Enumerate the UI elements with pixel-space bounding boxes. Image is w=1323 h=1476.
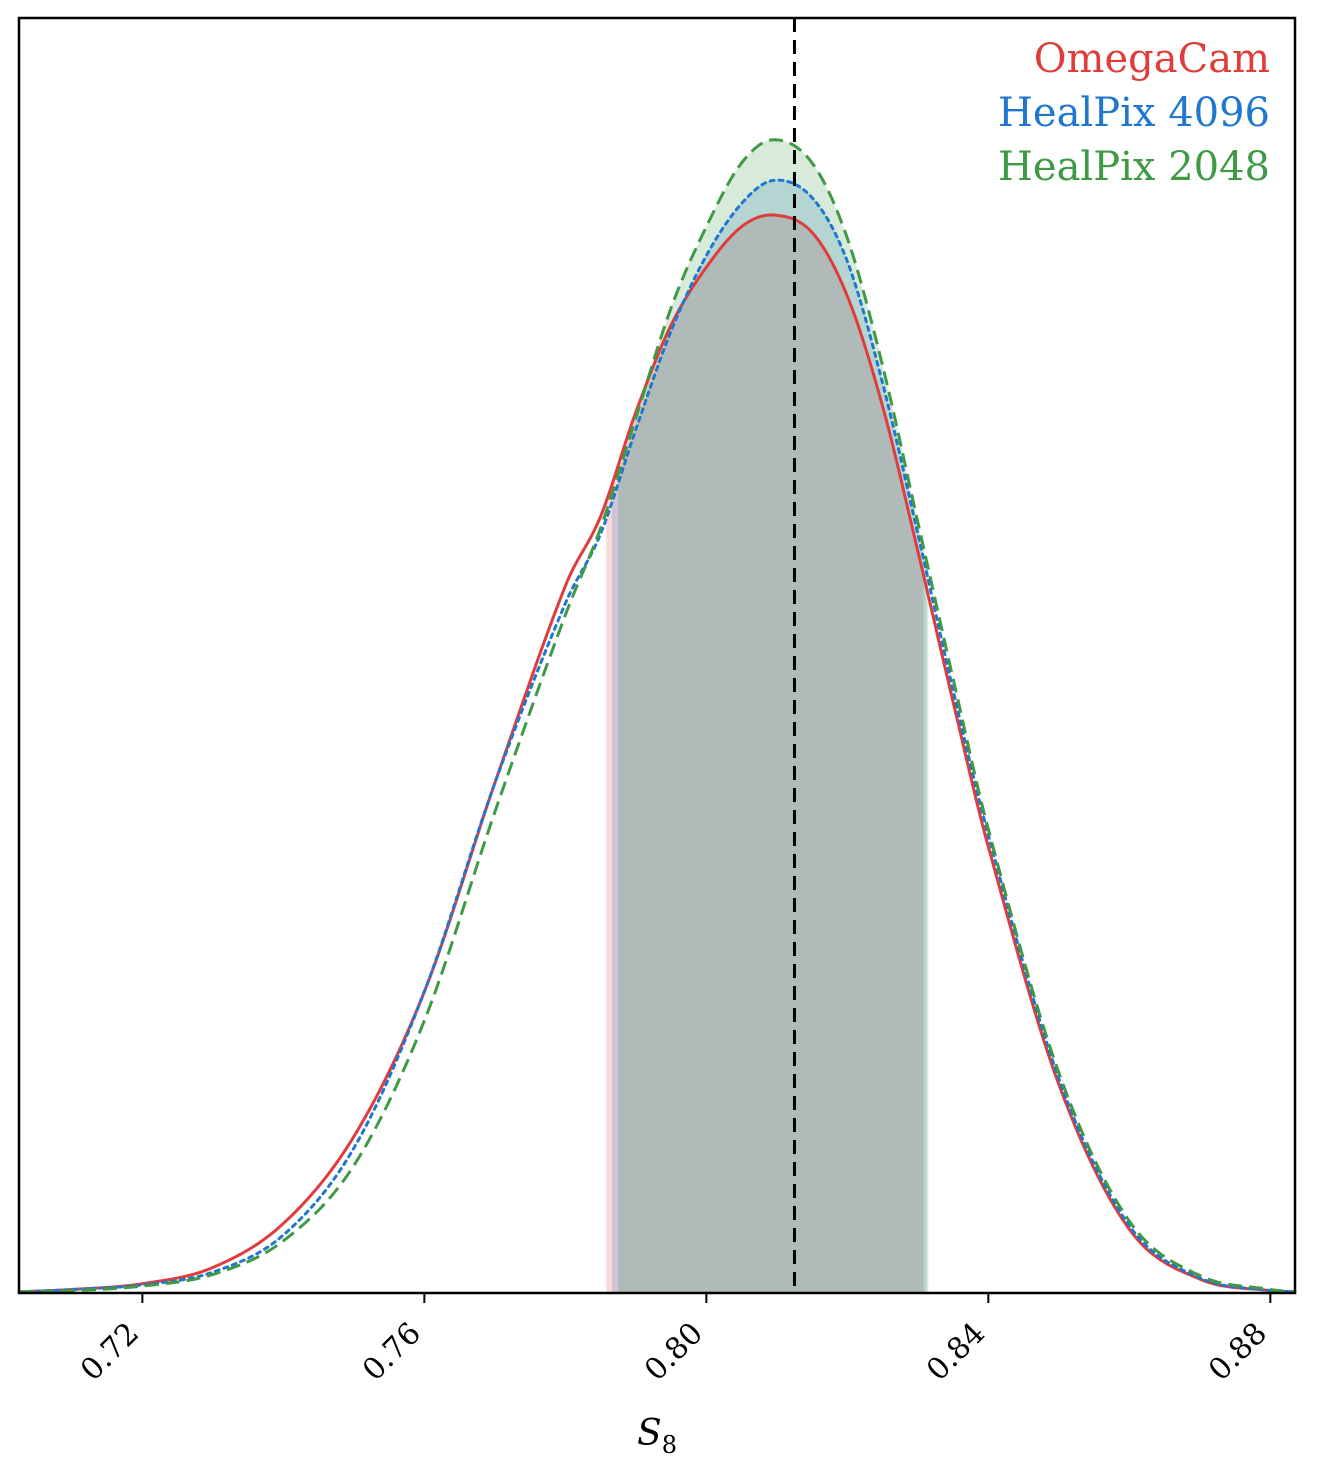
- interval-fill-healpix-4096: [611, 180, 927, 1293]
- interval-fill-omegacam: [606, 214, 924, 1294]
- x-axis-label-main: S: [637, 1413, 662, 1454]
- series-line-healpix-2048: [18, 138, 1296, 1294]
- x-axis-label-subscript: 8: [662, 1431, 677, 1459]
- series-line-healpix-4096: [17, 178, 1297, 1294]
- series-line-omegacam: [18, 213, 1296, 1294]
- interval-fill-healpix-2048: [618, 139, 929, 1294]
- x-axis-label: S8: [637, 1413, 677, 1459]
- legend-entry: HealPix 4096: [998, 90, 1270, 136]
- legend-entry: HealPix 2048: [998, 144, 1270, 190]
- series-lines: [17, 138, 1297, 1294]
- legend-entry: OmegaCam: [1034, 36, 1270, 82]
- interval-fills: [606, 139, 929, 1294]
- legend: OmegaCam HealPix 4096 HealPix 2048: [998, 36, 1270, 190]
- plot-frame: [17, 16, 1297, 1295]
